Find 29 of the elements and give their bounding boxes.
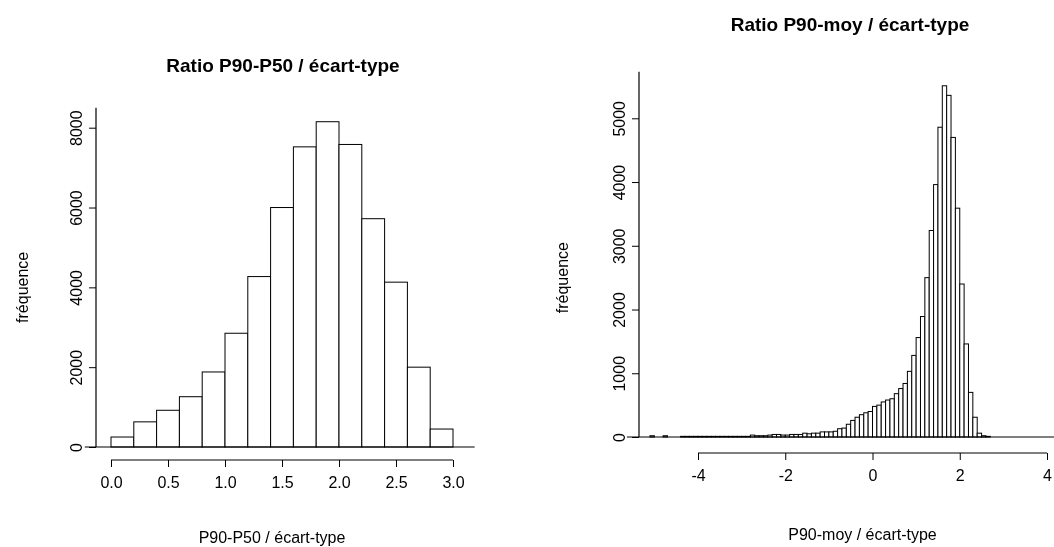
y-tick-label: 0	[67, 442, 85, 452]
y-tick-label: 2000	[67, 349, 85, 386]
chart-title: Ratio P90-P50 / écart-type	[166, 55, 400, 76]
y-axis-title: fréquence	[13, 251, 31, 323]
x-tick-label: 0	[868, 466, 878, 484]
x-tick-label: 0.0	[100, 473, 123, 491]
y-tick-label: 4000	[610, 164, 628, 201]
x-tick-label: 2.5	[385, 473, 408, 491]
x-axis-title: P90-P50 / écart-type	[198, 529, 346, 546]
y-tick-label: 8000	[67, 110, 85, 146]
x-tick-label: 2.0	[328, 473, 351, 491]
x-tick-label: -2	[778, 466, 793, 484]
x-tick-label: 2	[955, 466, 965, 484]
x-tick-label: 0.5	[157, 473, 180, 491]
x-axis-title: P90-moy / écart-type	[788, 526, 937, 543]
y-tick-label: 4000	[67, 269, 85, 306]
chart-title: Ratio P90-moy / écart-type	[730, 14, 970, 35]
x-tick-label: 3.0	[442, 473, 465, 491]
y-tick-label: 1000	[610, 355, 628, 392]
x-tick-label: 4	[1043, 466, 1053, 484]
y-axis-title: fréquence	[553, 241, 571, 314]
x-tick-label: -4	[691, 466, 706, 484]
x-tick-label: 1.5	[271, 473, 294, 491]
y-tick-label: 2000	[610, 292, 628, 328]
y-tick-label: 3000	[610, 228, 628, 265]
x-tick-label: 1.0	[214, 473, 237, 491]
y-tick-label: 0	[610, 432, 628, 442]
y-tick-label: 6000	[67, 190, 85, 226]
y-tick-label: 5000	[610, 100, 628, 137]
